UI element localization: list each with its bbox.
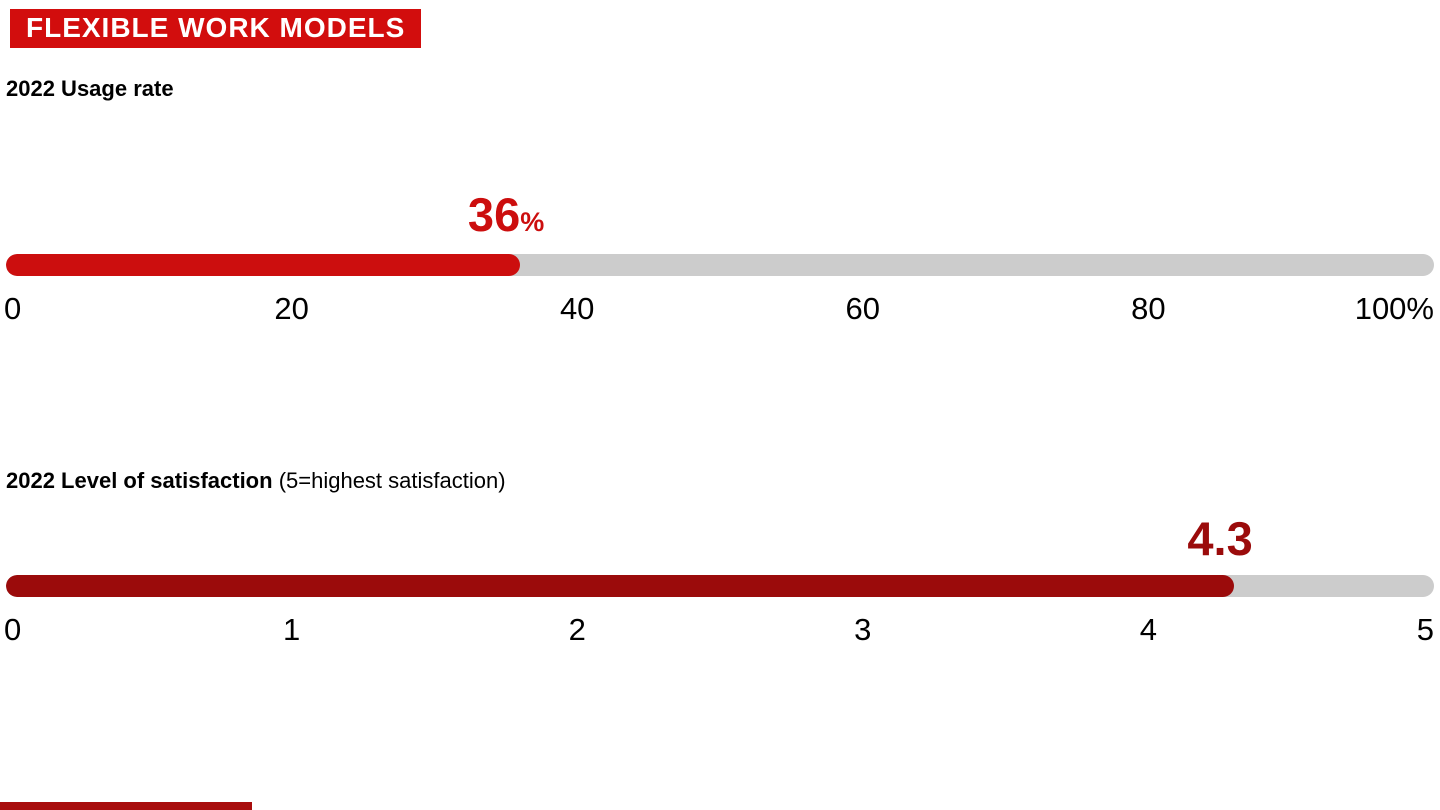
value-unit: %	[520, 207, 545, 237]
axis-tick-label: 4	[1139, 612, 1158, 647]
section-title-usage-rate: 2022 Usage rate	[6, 76, 174, 102]
gauge-track	[6, 575, 1434, 597]
value-label-usage-rate: 36%	[468, 190, 544, 239]
gauge-axis: 0 20 40 60 80 100%	[4, 291, 1434, 331]
axis-tick-label: 60	[845, 291, 881, 326]
axis-tick-label: 3	[854, 612, 872, 647]
axis-tick-label: 80	[1131, 291, 1166, 326]
usage-rate-gauge: 2022 Usage rate 36% 0 20 40 60 80 100%	[4, 0, 1434, 350]
section-title-note: (5=highest satisfaction)	[278, 468, 506, 493]
footer-accent-bar	[0, 802, 252, 810]
gauge-fill	[6, 575, 1235, 597]
axis-tick-label: 0	[4, 612, 22, 647]
gauge-axis: 0 1 2 3 4 5	[4, 612, 1434, 652]
axis-tick-label: 40	[559, 291, 595, 326]
axis-tick-label: 2	[568, 612, 586, 647]
axis-tick-label: 100%	[1354, 291, 1434, 326]
page-title: FLEXIBLE WORK MODELS	[26, 12, 406, 43]
page-title-badge: FLEXIBLE WORK MODELS	[10, 9, 422, 48]
axis-tick-label: 0	[4, 291, 22, 326]
axis-tick-label: 20	[274, 291, 309, 326]
gauge-track	[6, 254, 1434, 276]
value-number: 4.3	[1187, 512, 1253, 565]
value-number: 36	[467, 188, 521, 241]
axis-tick-label: 1	[282, 612, 301, 647]
section-title-bold: 2022 Level of satisfaction	[6, 468, 273, 493]
value-label-satisfaction: 4.3	[1187, 514, 1252, 563]
section-title-bold: 2022 Usage rate	[6, 76, 174, 101]
satisfaction-gauge: 2022 Level of satisfaction (5=highest sa…	[4, 388, 1434, 668]
axis-tick-label: 5	[1416, 612, 1434, 647]
section-title-satisfaction: 2022 Level of satisfaction (5=highest sa…	[6, 468, 506, 494]
gauge-fill	[6, 254, 521, 276]
